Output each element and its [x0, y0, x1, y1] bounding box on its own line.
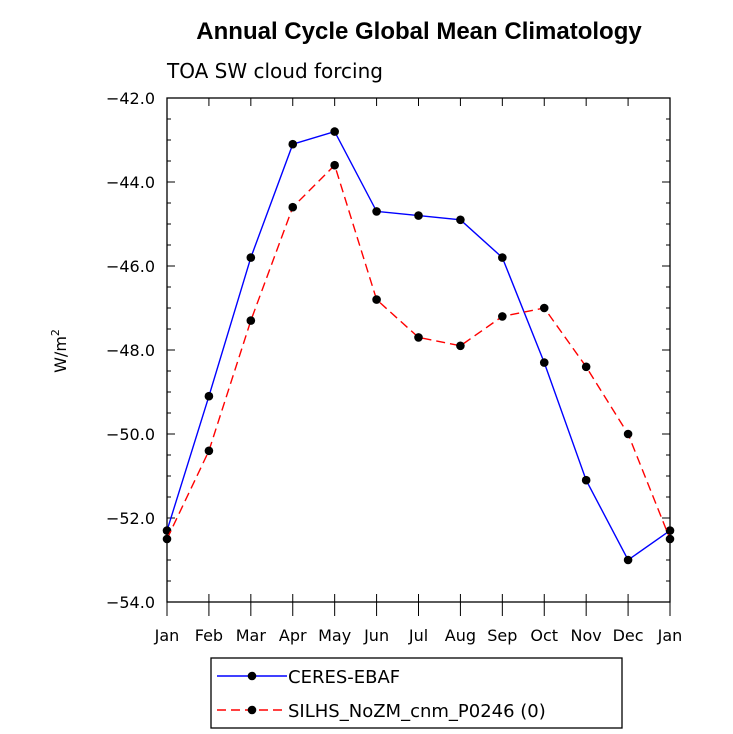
data-point	[498, 312, 507, 321]
y-tick-label: −46.0	[106, 257, 155, 276]
series-line-1	[166, 163, 671, 540]
data-point	[414, 333, 423, 342]
series-line-0	[166, 130, 671, 562]
data-point	[539, 303, 549, 313]
data-point	[665, 526, 675, 535]
x-tick-label: Feb	[195, 626, 223, 645]
y-tick-label: −50.0	[106, 425, 155, 444]
data-point	[246, 316, 256, 325]
data-point	[288, 139, 298, 149]
data-point	[162, 526, 172, 535]
data-point	[581, 475, 591, 485]
x-tick-label: Jan	[154, 626, 180, 645]
data-point	[246, 253, 256, 262]
x-tick-label: May	[318, 626, 351, 645]
data-point	[162, 534, 172, 544]
data-point	[372, 207, 381, 216]
legend: CERES-EBAF SILHS_NoZM_cnm_P0246 (0)	[210, 657, 623, 729]
x-tick-label: Sep	[487, 626, 517, 645]
plot-area: −42.0 −44.0 −46.0 −48.0 −50.0 −52.0 −54.0 Jan Fe…	[106, 89, 682, 645]
x-tick-label: Jun	[363, 626, 389, 645]
chart-subtitle: TOA SW cloud forcing	[166, 59, 383, 83]
plot-frame	[166, 97, 671, 603]
data-point	[623, 555, 633, 565]
y-tick-label: −52.0	[106, 509, 155, 528]
x-tick-label: Apr	[279, 626, 307, 645]
data-point	[414, 211, 423, 220]
x-tick-label: Nov	[571, 626, 602, 645]
x-tick-label: Dec	[613, 626, 644, 645]
legend-label-1: SILHS_NoZM_cnm_P0246 (0)	[288, 701, 546, 722]
data-point	[456, 215, 465, 225]
data-point	[539, 358, 549, 367]
y-axis-label-superscript: 2	[49, 329, 62, 336]
data-point	[288, 202, 298, 212]
data-point	[330, 160, 339, 170]
data-point	[498, 253, 507, 262]
data-point	[581, 362, 591, 372]
legend-label-0: CERES-EBAF	[288, 667, 400, 688]
x-tick-label: Mar	[236, 626, 267, 645]
data-point	[623, 429, 633, 439]
chart-title: Annual Cycle Global Mean Climatology	[196, 18, 642, 45]
data-point	[372, 295, 381, 304]
y-tick-label: −48.0	[106, 341, 155, 360]
data-point	[204, 446, 214, 456]
y-tick-label: −42.0	[106, 89, 155, 108]
data-point	[665, 534, 675, 544]
data-point	[456, 341, 465, 351]
x-tick-label: Oct	[530, 626, 558, 645]
data-point	[330, 127, 339, 136]
legend-marker-1	[247, 705, 257, 715]
x-tick-label: Jan	[657, 626, 683, 645]
x-tick-label: Aug	[445, 626, 476, 645]
legend-box	[210, 657, 623, 729]
y-tick-label: −54.0	[106, 593, 155, 612]
legend-marker-0	[247, 671, 257, 681]
y-axis-label: W/m2	[49, 329, 70, 373]
data-point	[204, 391, 214, 401]
y-tick-label: −44.0	[106, 173, 155, 192]
y-axis-label-unit: W/m	[51, 336, 70, 373]
x-tick-label: Jul	[408, 626, 428, 645]
